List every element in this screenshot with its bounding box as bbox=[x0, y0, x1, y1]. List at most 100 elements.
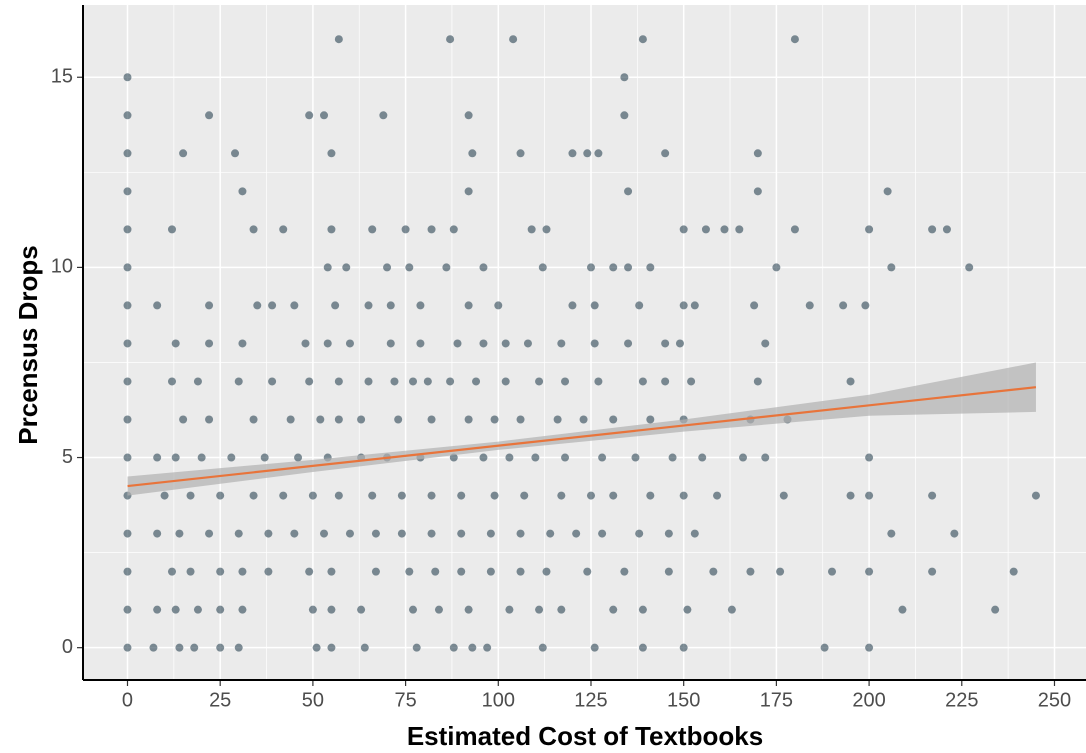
point bbox=[490, 491, 499, 500]
point bbox=[839, 301, 848, 310]
point bbox=[290, 301, 299, 310]
point bbox=[457, 567, 466, 576]
point bbox=[753, 149, 762, 158]
point bbox=[679, 643, 688, 652]
point bbox=[327, 567, 336, 576]
y-axis-title: Prcensus Drops bbox=[13, 245, 43, 444]
point bbox=[279, 225, 288, 234]
point bbox=[542, 225, 551, 234]
point bbox=[535, 377, 544, 386]
point bbox=[123, 301, 132, 310]
point bbox=[505, 605, 514, 614]
point bbox=[249, 491, 258, 500]
point bbox=[290, 529, 299, 538]
point bbox=[598, 529, 607, 538]
point bbox=[828, 567, 837, 576]
point bbox=[553, 415, 562, 424]
point bbox=[516, 149, 525, 158]
point bbox=[238, 339, 247, 348]
point bbox=[865, 491, 874, 500]
point bbox=[308, 605, 317, 614]
point bbox=[664, 529, 673, 538]
point bbox=[690, 529, 699, 538]
point bbox=[887, 529, 896, 538]
point bbox=[371, 529, 380, 538]
point bbox=[598, 453, 607, 462]
point bbox=[294, 453, 303, 462]
point bbox=[928, 567, 937, 576]
point bbox=[345, 339, 354, 348]
point bbox=[171, 339, 180, 348]
point bbox=[175, 643, 184, 652]
point bbox=[327, 605, 336, 614]
point bbox=[334, 377, 343, 386]
point bbox=[646, 415, 655, 424]
point bbox=[179, 415, 188, 424]
point bbox=[865, 643, 874, 652]
point bbox=[790, 225, 799, 234]
point bbox=[516, 415, 525, 424]
point bbox=[586, 263, 595, 272]
point bbox=[268, 301, 277, 310]
point bbox=[772, 263, 781, 272]
x-tick-label: 125 bbox=[574, 689, 607, 711]
point bbox=[490, 415, 499, 424]
point bbox=[216, 567, 225, 576]
point bbox=[761, 339, 770, 348]
x-tick-label: 75 bbox=[394, 689, 416, 711]
point bbox=[216, 643, 225, 652]
point bbox=[227, 453, 236, 462]
point bbox=[883, 187, 892, 196]
point bbox=[624, 339, 633, 348]
point bbox=[360, 643, 369, 652]
point bbox=[846, 377, 855, 386]
point bbox=[123, 111, 132, 120]
point bbox=[865, 453, 874, 462]
point bbox=[535, 605, 544, 614]
point bbox=[320, 111, 329, 120]
point bbox=[394, 415, 403, 424]
point bbox=[249, 225, 258, 234]
point bbox=[479, 263, 488, 272]
point bbox=[234, 529, 243, 538]
point bbox=[679, 491, 688, 500]
point bbox=[234, 643, 243, 652]
point bbox=[720, 225, 729, 234]
point bbox=[416, 339, 425, 348]
point bbox=[249, 415, 258, 424]
point bbox=[790, 35, 799, 44]
point bbox=[557, 491, 566, 500]
point bbox=[216, 491, 225, 500]
x-axis-title: Estimated Cost of Textbooks bbox=[407, 721, 763, 751]
point bbox=[264, 567, 273, 576]
point bbox=[386, 339, 395, 348]
point bbox=[434, 605, 443, 614]
point bbox=[427, 415, 436, 424]
point bbox=[305, 567, 314, 576]
x-tick-label: 200 bbox=[852, 689, 885, 711]
point bbox=[305, 377, 314, 386]
point bbox=[175, 529, 184, 538]
point bbox=[345, 529, 354, 538]
point bbox=[1031, 491, 1040, 500]
point bbox=[427, 529, 436, 538]
y-tick-label: 0 bbox=[62, 636, 73, 658]
point bbox=[753, 187, 762, 196]
point bbox=[123, 415, 132, 424]
y-tick-label: 15 bbox=[51, 66, 73, 88]
point bbox=[805, 301, 814, 310]
point bbox=[620, 73, 629, 82]
point bbox=[735, 225, 744, 234]
point bbox=[468, 643, 477, 652]
point bbox=[323, 339, 332, 348]
point bbox=[264, 529, 273, 538]
point bbox=[193, 377, 202, 386]
point bbox=[368, 225, 377, 234]
point bbox=[568, 301, 577, 310]
point bbox=[123, 225, 132, 234]
point bbox=[331, 301, 340, 310]
point bbox=[449, 643, 458, 652]
point bbox=[238, 567, 247, 576]
point bbox=[624, 263, 633, 272]
point bbox=[509, 35, 518, 44]
